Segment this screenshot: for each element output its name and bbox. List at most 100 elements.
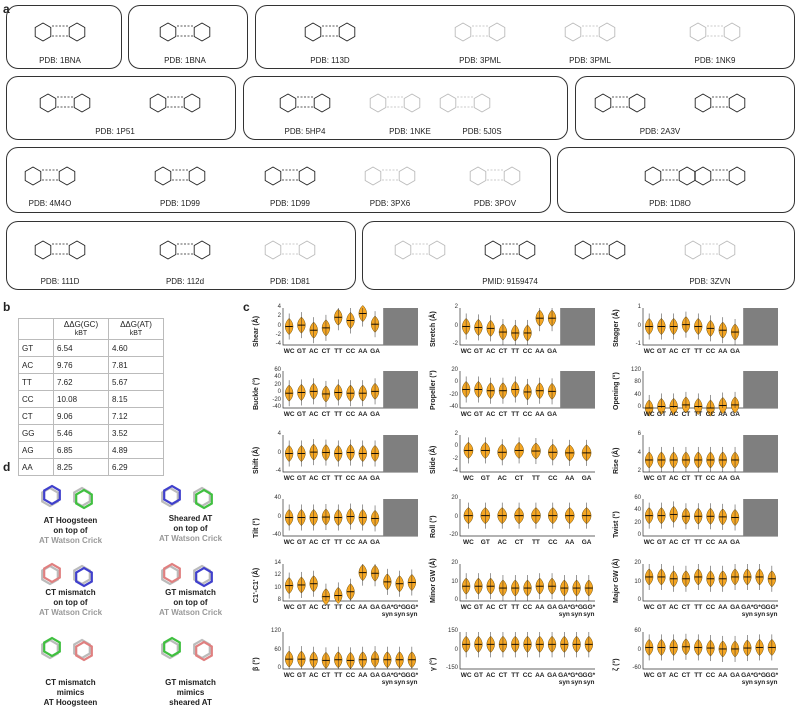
- x-tick-label: AA: [535, 348, 545, 355]
- basepair-row4-2: [264, 240, 316, 260]
- axes: [642, 499, 778, 537]
- x-tick-label: AC: [668, 475, 679, 482]
- table-corner: [18, 318, 54, 340]
- x-tick-label: G*G: [393, 672, 406, 679]
- x-tick-label: AC: [668, 672, 679, 679]
- basepair-row3-1: [154, 166, 206, 186]
- axes: [642, 632, 778, 670]
- violin-plot-area: [282, 564, 418, 606]
- x-tick-label: GA: [730, 411, 740, 418]
- basepair-row2-1: [149, 93, 201, 113]
- syn-label: syn: [558, 679, 570, 686]
- violin-plot-area: [459, 499, 595, 537]
- y-tick-label: -40: [449, 404, 458, 410]
- syn-label: syn: [570, 611, 583, 618]
- x-tick-label: TT: [531, 539, 540, 546]
- x-tick-label: CC: [705, 604, 716, 611]
- x-tick-label: AA: [718, 348, 728, 355]
- gray-block: [743, 308, 778, 345]
- basepair-row2-0: [39, 93, 91, 113]
- x-tick-label: TT: [531, 475, 540, 482]
- basepair-row2-6: [694, 93, 746, 113]
- y-axis-label: Propeller (°): [430, 370, 437, 410]
- violin-plot-area: [642, 308, 778, 346]
- basepair-row2-3: [369, 93, 421, 113]
- basepair-row3-0: [24, 166, 76, 186]
- ddg-gc-cell: 6.54: [53, 339, 109, 357]
- ddg-gc-cell: 9.06: [53, 407, 109, 425]
- syn-label: syn: [381, 611, 393, 618]
- y-tick-label: 0: [454, 513, 458, 520]
- x-tick-label: GT: [656, 672, 666, 679]
- y-axis-label: Roll (°): [430, 515, 437, 538]
- x-tick-label: CC: [522, 411, 533, 418]
- x-tick-label: GA: [370, 348, 380, 355]
- x-tick-label: AC: [485, 604, 496, 611]
- x-tick-label: GA*: [381, 604, 394, 611]
- table-row: AC 9.76 7.81: [18, 356, 164, 374]
- x-tick-label: AA: [718, 604, 728, 611]
- violin-plot-area: [459, 308, 595, 346]
- gray-block: [743, 435, 778, 472]
- x-tick-label: CC: [345, 475, 356, 482]
- y-tick-label: -150: [445, 665, 458, 671]
- x-tick-label: AA: [718, 672, 728, 679]
- y-tick-label: 60: [274, 367, 281, 373]
- x-tick-label: TT: [511, 411, 520, 418]
- x-tick-label: GA: [370, 411, 380, 418]
- syn-label: syn: [393, 611, 406, 618]
- x-tick-label: TT: [334, 475, 343, 482]
- y-axis-label: Stretch (Å): [430, 311, 437, 347]
- box-row2-3: [575, 76, 795, 140]
- overlay-caption: CT mismatch on top of AT Watson Crick: [38, 588, 103, 617]
- y-tick-label: 10: [274, 584, 281, 591]
- box-row1-1: [6, 5, 122, 69]
- x-tick-label: WC: [463, 539, 474, 546]
- box-row3-1: [6, 147, 551, 213]
- x-tick-label: TT: [694, 348, 703, 355]
- y-tick-label: 0: [277, 665, 281, 671]
- x-tick-label: CT: [321, 411, 331, 418]
- x-tick-label: GA: [547, 604, 557, 611]
- violin-plot-area: [282, 305, 418, 346]
- y-tick-label: 80: [634, 379, 641, 386]
- syn-label: syn: [570, 679, 583, 686]
- y-tick-label: 2: [454, 431, 458, 437]
- x-tick-label: TT: [511, 672, 520, 679]
- x-tick-label: TT: [694, 539, 703, 546]
- x-tick-label: AA: [564, 475, 575, 482]
- x-tick-label: GA: [730, 672, 740, 679]
- gray-block: [383, 308, 418, 345]
- y-axis-label: Tilt (°): [253, 518, 260, 538]
- box-row4-1: [6, 221, 356, 290]
- y-axis-label: Slide (Å): [430, 445, 437, 474]
- row-label: CC: [18, 390, 54, 408]
- y-tick-label: -1: [635, 341, 641, 347]
- axes: [282, 564, 418, 602]
- axes: [282, 435, 418, 473]
- y-tick-label: 1: [637, 304, 641, 310]
- y-tick-label: 0: [637, 322, 641, 329]
- x-tick-label: TT: [694, 604, 703, 611]
- syn-label: syn: [393, 679, 406, 686]
- x-tick-label: WC: [283, 672, 295, 679]
- y-tick-label: 12: [274, 572, 281, 579]
- table-row: GG 5.46 3.52: [18, 424, 164, 442]
- x-tick-label: GG*: [405, 604, 419, 611]
- x-tick-label: GA: [730, 475, 740, 482]
- x-tick-label: GA: [370, 604, 380, 611]
- y-tick-label: 0: [454, 597, 458, 603]
- syn-label: syn: [381, 679, 393, 686]
- x-tick-label: GG*: [582, 604, 596, 611]
- pdb-label-row2-0: PDB: 1P51: [95, 127, 135, 136]
- pdb-label-row2-4: PDB: 2A3V: [639, 127, 681, 136]
- x-tick-label: AC: [308, 604, 319, 611]
- x-tick-label: AC: [308, 348, 319, 355]
- y-tick-label: 40: [634, 391, 641, 398]
- x-tick-label: G*G: [393, 604, 406, 611]
- pdb-label-row1-0: PDB: 1BNA: [39, 56, 81, 65]
- x-tick-label: GA: [581, 475, 592, 482]
- y-axis-label: γ (°): [430, 657, 437, 671]
- x-tick-label: CT: [321, 475, 331, 482]
- x-tick-label: AA: [718, 539, 728, 546]
